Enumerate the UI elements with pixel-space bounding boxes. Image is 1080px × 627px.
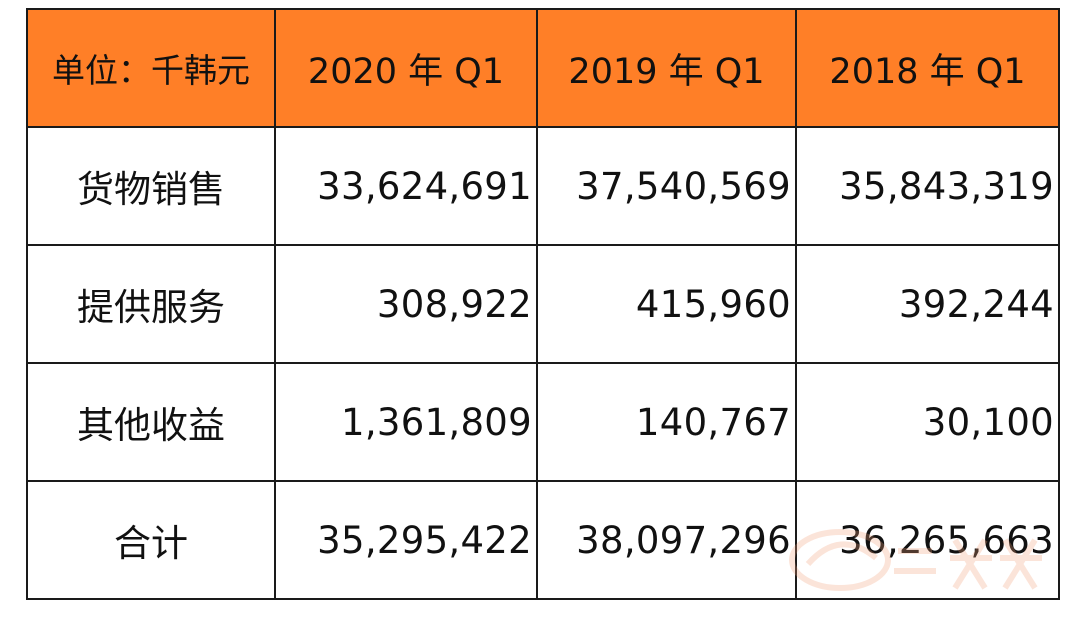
total-row: 合计 35,295,422 38,097,296 36,265,663 [26, 480, 1060, 600]
table-row: 货物销售 33,624,691 37,540,569 35,843,319 [26, 126, 1060, 246]
table-cell: 36,265,663 [795, 480, 1060, 600]
table-row: 其他收益 1,361,809 140,767 30,100 [26, 362, 1060, 482]
table-cell: 415,960 [536, 244, 797, 364]
unit-header: 单位：千韩元 [26, 8, 276, 128]
table-cell: 38,097,296 [536, 480, 797, 600]
table-row: 提供服务 308,922 415,960 392,244 [26, 244, 1060, 364]
table-cell: 392,244 [795, 244, 1060, 364]
row-label: 合计 [26, 480, 276, 600]
table-cell: 35,843,319 [795, 126, 1060, 246]
row-label: 其他收益 [26, 362, 276, 482]
table-cell: 35,295,422 [274, 480, 538, 600]
table-cell: 37,540,569 [536, 126, 797, 246]
table-cell: 30,100 [795, 362, 1060, 482]
header-row: 单位：千韩元 2020 年 Q1 2019 年 Q1 2018 年 Q1 [26, 8, 1060, 128]
row-label: 货物销售 [26, 126, 276, 246]
table-cell: 33,624,691 [274, 126, 538, 246]
column-header-2020-q1: 2020 年 Q1 [274, 8, 538, 128]
column-header-2018-q1: 2018 年 Q1 [795, 8, 1060, 128]
table-cell: 308,922 [274, 244, 538, 364]
table-cell: 140,767 [536, 362, 797, 482]
revenue-table: 单位：千韩元 2020 年 Q1 2019 年 Q1 2018 年 Q1 货物销… [26, 8, 1060, 600]
table-cell: 1,361,809 [274, 362, 538, 482]
row-label: 提供服务 [26, 244, 276, 364]
column-header-2019-q1: 2019 年 Q1 [536, 8, 797, 128]
